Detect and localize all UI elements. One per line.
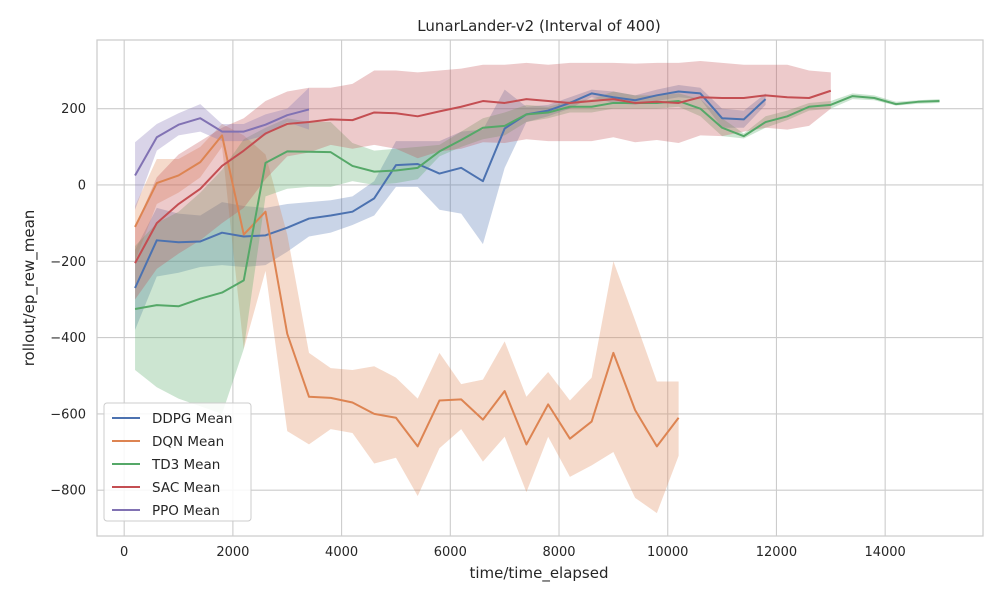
series-line <box>134 89 832 264</box>
x-tick-label: 0 <box>120 545 128 560</box>
x-tick-label: 8000 <box>542 545 575 560</box>
y-tick-label: −600 <box>50 407 86 422</box>
x-tick-label: 6000 <box>434 545 467 560</box>
series-line <box>134 95 940 310</box>
y-tick-label: 0 <box>78 178 86 193</box>
series-line <box>134 90 767 289</box>
x-tick-label: 4000 <box>325 545 358 560</box>
x-axis-ticks: 0 2000 4000 6000 8000 10000 12000 14000 <box>120 545 906 560</box>
x-axis-label: time/time_elapsed <box>469 564 608 583</box>
confidence-band <box>135 91 940 414</box>
legend-box <box>103 402 252 522</box>
series-lines <box>134 89 940 448</box>
legend-label: DQN Mean <box>152 434 224 450</box>
y-tick-label: −400 <box>50 331 86 346</box>
plot-area <box>96 39 984 537</box>
x-tick-label: 12000 <box>756 545 797 560</box>
confidence-band <box>135 60 831 300</box>
legend-label: SAC Mean <box>152 480 220 496</box>
x-tick-label: 14000 <box>864 545 905 560</box>
legend-label: DDPG Mean <box>152 411 232 427</box>
y-tick-label: −800 <box>50 484 86 499</box>
legend: DDPG Mean DQN Mean TD3 Mean SAC Mean PPO Mea… <box>103 402 252 522</box>
y-tick-label: 200 <box>61 102 86 117</box>
legend-label: TD3 Mean <box>151 457 220 473</box>
y-tick-label: −200 <box>50 255 86 270</box>
grid-lines <box>97 40 983 536</box>
x-tick-label: 2000 <box>216 545 249 560</box>
confidence-band <box>135 87 309 210</box>
series-line <box>134 108 310 176</box>
confidence-band <box>135 85 766 330</box>
y-axis-label: rollout/ep_rew_mean <box>20 210 39 367</box>
series-line <box>134 134 680 448</box>
legend-label: PPO Mean <box>152 503 220 519</box>
plot-frame <box>96 39 984 537</box>
chart-title: LunarLander-v2 (Interval of 400) <box>417 17 660 35</box>
x-tick-label: 10000 <box>647 545 688 560</box>
y-axis-ticks: −800 −600 −400 −200 0 200 <box>50 102 86 499</box>
